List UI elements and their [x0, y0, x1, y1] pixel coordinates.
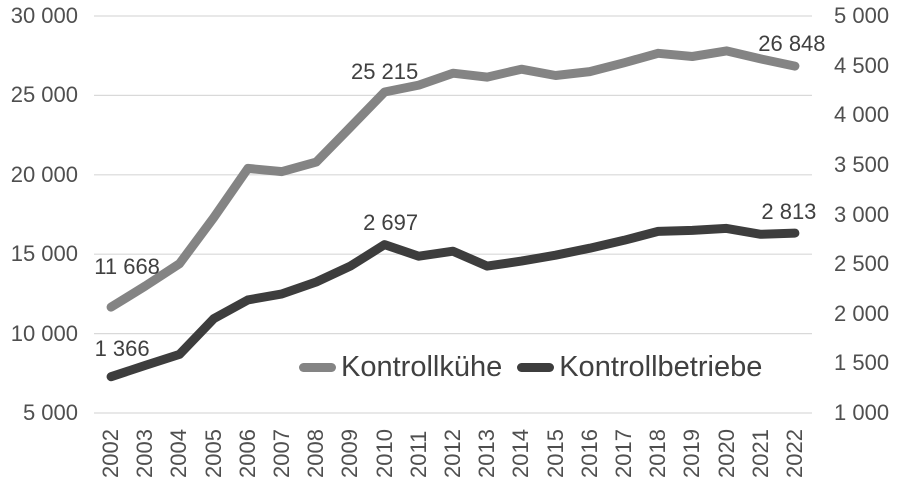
data-point-label: 1 366	[94, 335, 150, 361]
y-axis-right-tick-label: 1 000	[834, 400, 890, 425]
data-point-label: 26 848	[758, 31, 826, 57]
y-axis-left-tick-label: 30 000	[10, 3, 78, 28]
legend-swatch-kontrollkuehe	[299, 362, 336, 372]
series-line-0	[106, 46, 800, 312]
x-axis-tick-label: 2021	[747, 429, 773, 478]
x-axis-tick-label: 2006	[234, 429, 260, 478]
y-axis-left-tick-label: 15 000	[10, 241, 78, 267]
x-axis-tick-label: 2009	[337, 429, 363, 478]
x-axis-tick-label: 2008	[303, 429, 329, 478]
legend: Kontrollkühe Kontrollbetriebe	[299, 349, 762, 385]
x-axis-tick-label: 2015	[542, 429, 568, 478]
x-axis-tick-label: 2014	[508, 429, 534, 478]
x-axis-tick-label: 2004	[166, 429, 192, 478]
data-point-label: 2 813	[761, 199, 817, 225]
y-axis-left-tick-label: 10 000	[10, 320, 78, 346]
y-axis-right-tick-label: 3 500	[834, 151, 890, 177]
x-axis-tick-label: 2011	[405, 430, 431, 478]
legend-swatch-kontrollbetriebe	[517, 362, 555, 372]
x-axis-tick-label: 2019	[679, 429, 705, 478]
legend-label-kontrollkuehe: Kontrollkühe	[341, 350, 503, 383]
data-point-label: 2 697	[363, 209, 419, 235]
y-axis-right-tick-label: 5 000	[834, 3, 890, 28]
y-axis-right-tick-label: 3 000	[834, 201, 890, 227]
legend-label-kontrollbetriebe: Kontrollbetriebe	[559, 350, 763, 383]
x-axis-tick-label: 2022	[781, 429, 807, 478]
y-axis-right-tick-label: 4 000	[834, 102, 890, 128]
x-axis-tick-label: 2013	[474, 429, 500, 478]
y-axis-right-tick-label: 2 000	[834, 300, 890, 326]
y-axis-right-tick-label: 4 500	[834, 52, 890, 78]
y-axis-left-tick-label: 20 000	[10, 161, 78, 187]
x-axis-tick-label: 2012	[440, 429, 465, 478]
y-axis-left-tick-label: 5 000	[22, 400, 78, 425]
x-axis-tick-label: 2007	[269, 429, 295, 478]
x-axis-tick-label: 2010	[371, 429, 397, 478]
y-axis-right-tick-label: 2 500	[834, 251, 890, 277]
x-axis-tick-label: 2016	[576, 429, 602, 478]
y-axis-left-tick-label: 25 000	[10, 82, 78, 108]
x-axis-tick-label: 2005	[200, 429, 226, 478]
x-axis-tick-label: 2003	[132, 429, 158, 478]
y-axis-right-tick-label: 1 500	[834, 350, 890, 376]
x-axis-tick-label: 2017	[610, 429, 636, 478]
data-point-label: 25 215	[350, 58, 419, 84]
data-point-label: 11 668	[94, 254, 160, 280]
x-axis-tick-label: 2020	[713, 429, 739, 478]
x-axis-tick-label: 2002	[98, 429, 124, 478]
series-line-1	[106, 223, 800, 382]
x-axis-tick-label: 2018	[645, 429, 671, 478]
